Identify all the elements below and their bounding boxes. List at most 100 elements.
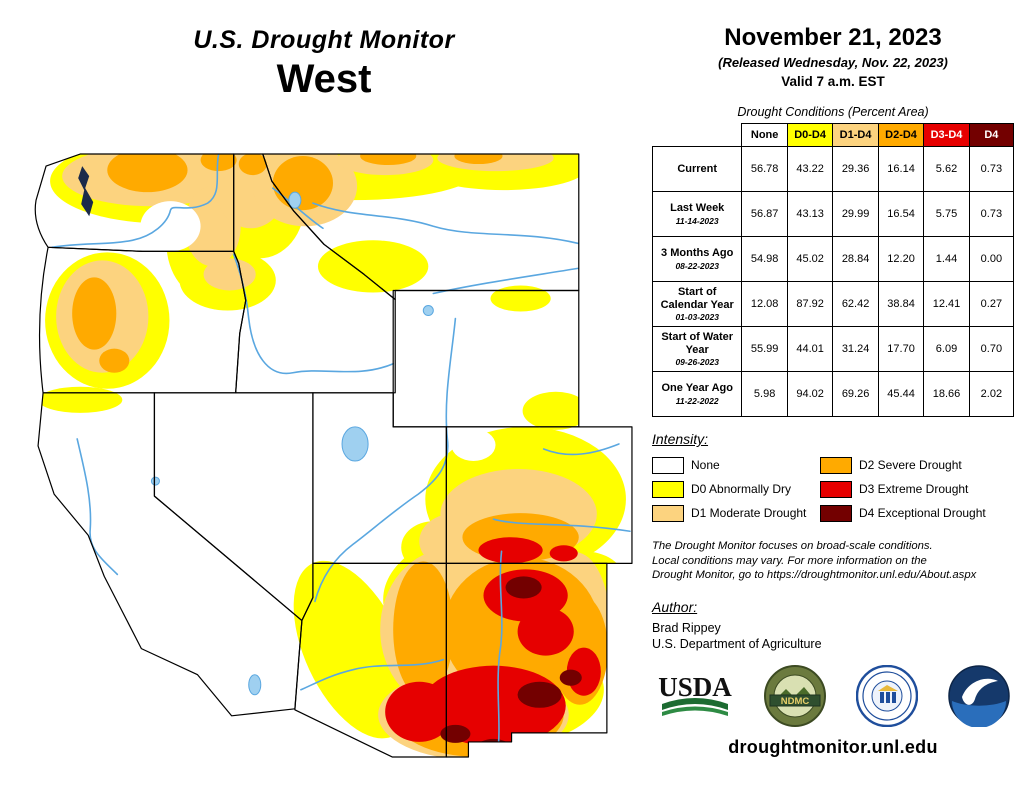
row-date: 01-03-2023 [675, 312, 719, 323]
row-date: 11-22-2022 [675, 395, 719, 406]
cell: 5.98 [741, 371, 788, 417]
ndmc-text: NDMC [781, 696, 810, 707]
table-row-current: Current 56.78 43.22 29.36 16.14 5.62 0.7… [651, 146, 1015, 192]
usda-logo: USDA [658, 672, 732, 717]
cell: 55.99 [741, 326, 788, 372]
swatch-d2 [820, 456, 852, 474]
map-date: November 21, 2023 [724, 24, 942, 51]
footer-url: droughtmonitor.unl.edu [728, 737, 938, 758]
cell: 43.22 [786, 146, 834, 192]
cell: 45.02 [786, 236, 834, 282]
legend-label: None [691, 458, 720, 472]
cell: 29.36 [832, 146, 879, 192]
swatch-none [652, 456, 684, 474]
none-areas [140, 201, 496, 462]
cell: 43.13 [786, 191, 834, 237]
legend-item-d0: D0 Abnormally Dry [652, 480, 820, 498]
cell: 56.78 [741, 146, 788, 192]
unl-seal [856, 665, 918, 728]
disclaimer-line: The Drought Monitor focuses on broad-sca… [652, 540, 933, 552]
col-d2-d4: D2-D4 [877, 123, 925, 147]
table-caption: Drought Conditions (Percent Area) [737, 105, 929, 119]
table-header-row: None D0-D4 D1-D4 D2-D4 D3-D4 D4 [652, 123, 1015, 147]
swatch-d3 [820, 480, 852, 498]
cell: 94.02 [786, 371, 834, 417]
ndmc-logo: NDMC [764, 665, 826, 728]
table-row-one-year-ago: One Year Ago 11-22-2022 5.98 94.02 69.26 … [651, 371, 1015, 417]
cell: 28.84 [832, 236, 879, 282]
col-d1-d4: D1-D4 [832, 123, 879, 147]
cell: 56.87 [741, 191, 788, 237]
swatch-d0 [652, 480, 684, 498]
state-new-mexico [445, 562, 608, 758]
ndmc-banner [769, 694, 821, 707]
row-label: Start of Calendar Year [660, 285, 734, 311]
table-row-3-months-ago: 3 Months Ago 08-22-2023 54.98 45.02 28.84… [651, 236, 1015, 282]
cell: 69.26 [832, 371, 879, 417]
swatch-d1 [652, 504, 684, 522]
cell: 18.66 [923, 371, 970, 417]
row-label: One Year Ago [661, 382, 733, 395]
state-california [37, 392, 303, 717]
col-none: None [741, 123, 788, 147]
row-label: Current [677, 162, 718, 175]
legend-item-d1: D1 Moderate Drought [652, 504, 820, 522]
cell: 12.20 [877, 236, 925, 282]
state-borders [34, 153, 633, 758]
cell: 62.42 [832, 281, 879, 327]
row-label: Start of Water Year [661, 330, 734, 356]
cell: 2.02 [968, 371, 1015, 417]
cell: 1.44 [923, 236, 970, 282]
legend-label: D4 Exceptional Drought [859, 506, 986, 520]
table-row-last-week: Last Week 11-14-2023 56.87 43.13 29.99 16… [651, 191, 1015, 237]
state-montana [262, 153, 580, 301]
table-row-start-calendar-year: Start of Calendar Year 01-03-2023 12.08 8… [651, 281, 1015, 327]
disclaimer-line: Local conditions may vary. For more info… [652, 554, 927, 567]
region-title: West [276, 57, 372, 101]
legend-label: D1 Moderate Drought [691, 506, 807, 520]
cell: 29.99 [832, 191, 879, 237]
cell: 0.73 [968, 191, 1015, 237]
legend-item-d3: D3 Extreme Drought [820, 480, 1014, 498]
title-block: U.S. Drought Monitor West [0, 26, 648, 102]
date-block: November 21, 2023 (Released Wednesday, N… [652, 24, 1014, 89]
disclaimer-line: Drought Monitor, go to https://droughtmo… [652, 569, 977, 582]
legend-label: D0 Abnormally Dry [691, 482, 792, 496]
legend-label: D2 Severe Drought [859, 458, 962, 472]
cell: 38.84 [877, 281, 925, 327]
cell: 6.09 [923, 326, 970, 372]
logo-row: USDA NDMC [652, 665, 1014, 728]
page-title: U.S. Drought Monitor [193, 26, 455, 54]
cell: 5.75 [923, 191, 970, 237]
intensity-legend: Intensity: None D0 Abnormally Dry D1 Mod… [652, 431, 1014, 525]
cell: 0.73 [968, 146, 1015, 192]
col-d3-d4: D3-D4 [923, 123, 970, 147]
author-org: U.S. Department of Agriculture [652, 637, 822, 652]
info-panel: November 21, 2023 (Released Wednesday, N… [651, 24, 1015, 758]
cell: 0.27 [968, 281, 1015, 327]
row-date: 11-14-2023 [675, 215, 719, 226]
cell: 45.44 [877, 371, 925, 417]
cell: 0.70 [968, 326, 1015, 372]
legend-item-d2: D2 Severe Drought [820, 456, 1014, 474]
noaa-logo [948, 665, 1010, 728]
author-block: Author: Brad Rippey U.S. Department of A… [652, 599, 1014, 651]
legend-item-d4: D4 Exceptional Drought [820, 504, 1014, 522]
cell: 12.08 [741, 281, 788, 327]
row-label: 3 Months Ago [661, 247, 734, 260]
noaa-bird [962, 678, 998, 705]
legend-item-none: None [652, 456, 820, 474]
valid-time: Valid 7 a.m. EST [781, 74, 885, 89]
water-bodies [78, 166, 434, 696]
state-colorado [445, 426, 633, 564]
cell: 16.14 [877, 146, 925, 192]
cell: 12.41 [923, 281, 970, 327]
cell: 54.98 [741, 236, 788, 282]
noaa-wave [952, 701, 1006, 728]
swatch-d4 [820, 504, 852, 522]
usda-swoosh2 [662, 706, 728, 717]
table-row-start-water-year: Start of Water Year 09-26-2023 55.99 44.0… [651, 326, 1015, 372]
cell: 16.54 [877, 191, 925, 237]
row-date: 08-22-2023 [675, 260, 719, 271]
